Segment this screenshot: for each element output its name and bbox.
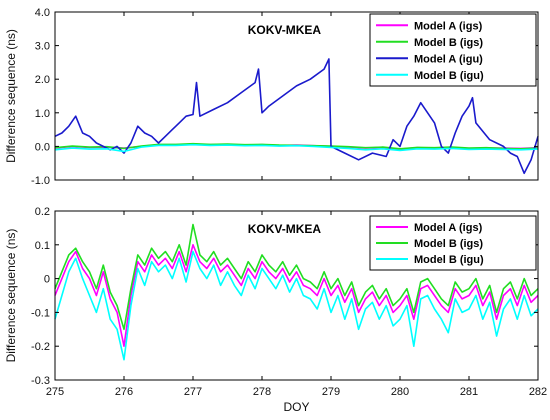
bottom-legend: Model A (igs) Model B (igs) Model B (igu) (369, 215, 537, 271)
legend-entry-label: Model A (igs) (414, 20, 483, 32)
y-tick-label: 2.0 (35, 74, 50, 86)
bottom-series-lines (54, 223, 539, 361)
y-tick-label: 3.0 (35, 41, 50, 53)
top-y-axis-label: Difference sequence (ns) (4, 29, 18, 163)
bottom-chart-panel: 275 276 277 278 279 280 281 282 -0.3 -0.2 -0.1 0 0.1… (4, 206, 547, 414)
top-chart-panel: -1.0 0.0 1.0 2.0 3.0 4.0 KOKV-MKEA Difference… (4, 7, 539, 187)
series-line-model-a-igu- (54, 58, 539, 175)
series-line-model-b-igu- (54, 250, 539, 361)
y-tick-label: 4.0 (35, 7, 50, 19)
y-tick-label: 0.0 (35, 141, 50, 153)
y-tick-label: -0.1 (31, 307, 50, 319)
x-tick-label: 279 (322, 386, 340, 398)
legend-entry-label: Model B (igs) (414, 37, 483, 49)
x-tick-label: 277 (184, 386, 202, 398)
legend-entry-label: Model B (igu) (414, 70, 484, 82)
top-series-lines (54, 58, 539, 175)
legend-entry-label: Model B (igs) (414, 238, 483, 250)
y-tick-label: 1.0 (35, 108, 50, 120)
x-tick-label: 278 (253, 386, 271, 398)
x-tick-label: 282 (529, 386, 547, 398)
series-line-model-b-igu- (54, 143, 539, 153)
top-axis-ticks: -1.0 0.0 1.0 2.0 3.0 4.0 (31, 7, 539, 187)
y-tick-label: 0.2 (35, 206, 50, 218)
x-tick-label: 275 (46, 386, 64, 398)
y-tick-label: -0.2 (31, 341, 50, 353)
series-line-model-a-igs- (54, 244, 539, 348)
top-chart-title: KOKV-MKEA (248, 23, 322, 37)
bottom-axis-ticks: 275 276 277 278 279 280 281 282 -0.3 -0.2 -0.1 0 0.1… (31, 206, 547, 398)
x-tick-label: 280 (391, 386, 409, 398)
y-tick-label: 0.1 (35, 240, 50, 252)
x-tick-label: 281 (460, 386, 478, 398)
y-tick-label: -0.3 (31, 375, 50, 387)
x-tick-label: 276 (115, 386, 133, 398)
legend-entry-label: Model B (igu) (414, 254, 484, 266)
y-tick-label: -1.0 (31, 175, 50, 187)
y-tick-label: 0 (44, 274, 50, 286)
legend-entry-label: Model A (igs) (414, 222, 483, 234)
legend-entry-label: Model A (igu) (414, 53, 483, 65)
bottom-x-axis-label: DOY (283, 400, 309, 414)
top-legend: Model A (igs) Model B (igs) Model A (igu) M… (369, 13, 537, 87)
series-line-model-b-igs- (54, 223, 539, 331)
bottom-y-axis-label: Difference sequence (ns) (4, 229, 18, 363)
bottom-plot-frame (54, 210, 539, 381)
bottom-chart-title: KOKV-MKEA (248, 222, 322, 236)
top-plot-frame (54, 11, 539, 181)
